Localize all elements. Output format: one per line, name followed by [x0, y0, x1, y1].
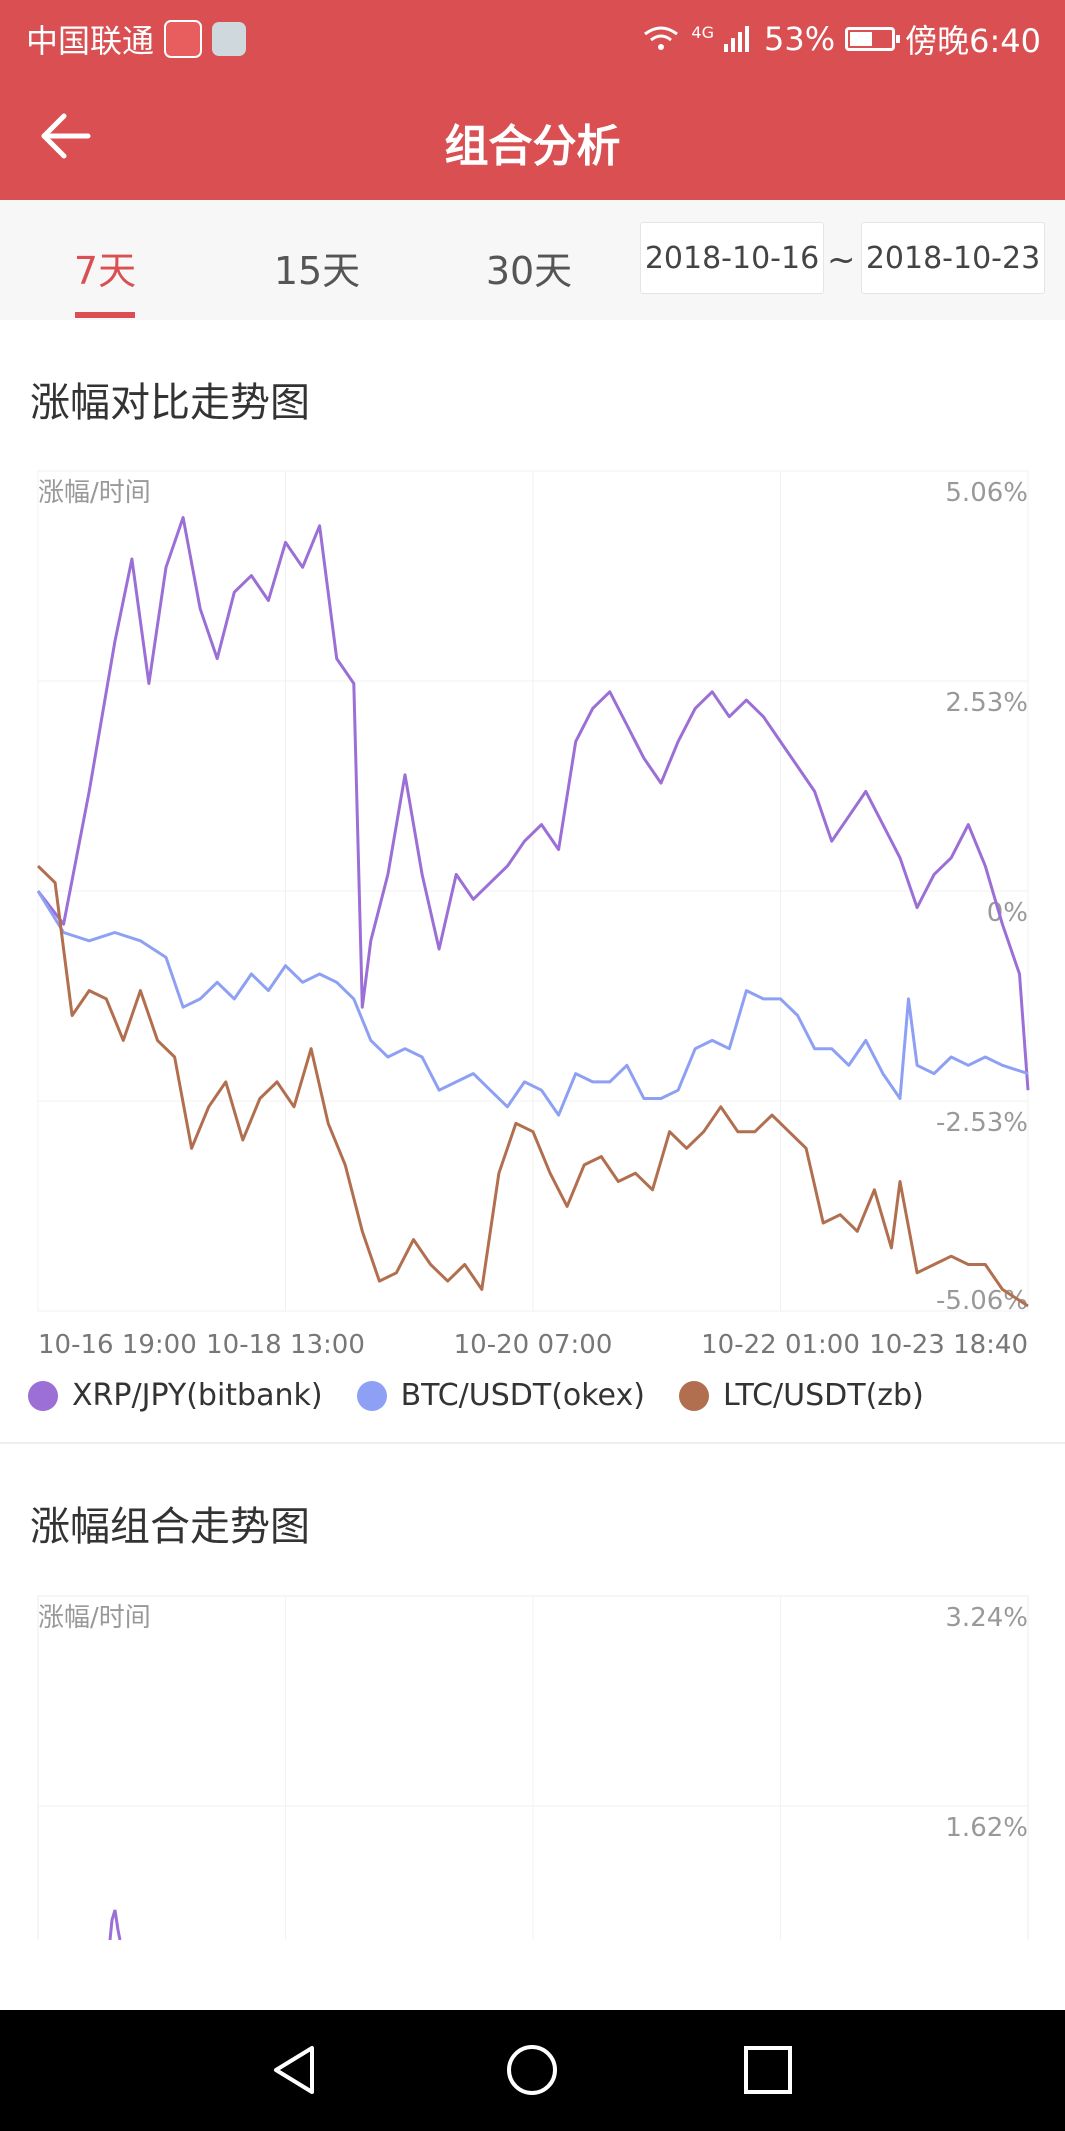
legend-dot-icon [678, 1380, 709, 1411]
section-divider [0, 1442, 1065, 1444]
comparison-chart-title: 涨幅对比走势图 [30, 380, 310, 426]
status-left: 中国联通 [26, 16, 247, 62]
x-tick-label: 10-20 07:00 [454, 1330, 613, 1355]
legend-item-xrp[interactable]: XRP/JPY(bitbank) [28, 1378, 323, 1413]
nav-recents-icon[interactable] [738, 2040, 798, 2100]
carrier-label: 中国联通 [26, 22, 155, 60]
legend-label: XRP/JPY(bitbank) [72, 1378, 323, 1413]
y-tick-label: 1.62% [945, 1813, 1028, 1843]
y-tick-label: -2.53% [936, 1108, 1028, 1138]
huawei-app-icon [164, 20, 203, 58]
status-right: 4G 53% 傍晚6:40 [641, 16, 1041, 62]
battery-percent: 53% [764, 20, 836, 58]
combination-line-chart[interactable]: 涨幅/时间 3.24% 1.62% [0, 1580, 1065, 1940]
comparison-line-chart[interactable]: 5.06% 2.53% 0% -2.53% -5.06% 涨幅/时间 10-16 19:00… [0, 455, 1065, 1355]
signal-icon [724, 26, 749, 52]
y-axis-label: 涨幅/时间 [38, 1603, 151, 1633]
x-tick-label: 10-16 19:00 [38, 1330, 197, 1355]
combination-chart-title: 涨幅组合走势图 [30, 1504, 310, 1550]
tab-15-days[interactable]: 15天 [273, 249, 361, 293]
series-line-partial [108, 1909, 122, 1940]
series-line-xrp [36, 516, 1030, 1091]
legend-dot-icon [28, 1380, 58, 1411]
period-tab-bar: 7天 15天 30天 2018-10-16 ~ 2018-10-23 [0, 200, 1065, 320]
nav-home-icon[interactable] [502, 2040, 562, 2100]
y-tick-label: -5.06% [936, 1286, 1028, 1316]
y-tick-label: 0% [987, 898, 1028, 928]
legend-dot-icon [356, 1380, 387, 1411]
x-tick-label: 10-18 13:00 [206, 1330, 365, 1355]
wifi-icon [644, 26, 679, 50]
active-tab-indicator [75, 312, 135, 318]
date-separator: ~ [827, 240, 856, 280]
legend-item-btc[interactable]: BTC/USDT(okex) [356, 1378, 645, 1413]
y-axis-label: 涨幅/时间 [38, 478, 151, 508]
legend-item-ltc[interactable]: LTC/USDT(zb) [678, 1378, 924, 1413]
back-arrow-icon[interactable] [36, 106, 96, 166]
system-nav-bar [0, 2010, 1065, 2131]
notification-app-icon [212, 22, 247, 56]
series-line-ltc [36, 865, 1029, 1308]
app-bar: 组合分析 [0, 72, 1065, 200]
battery-icon [845, 27, 901, 51]
end-date-picker[interactable]: 2018-10-23 [861, 222, 1045, 294]
tab-7-days[interactable]: 7天 [73, 249, 137, 293]
page-title: 组合分析 [444, 121, 621, 172]
tab-30-days[interactable]: 30天 [485, 249, 573, 293]
x-tick-label: 10-23 18:40 [869, 1330, 1028, 1355]
y-tick-label: 3.24% [945, 1603, 1028, 1633]
status-bar: 中国联通 4G 53% 傍晚6:40 [0, 0, 1065, 72]
status-time: 傍晚6:40 [905, 22, 1041, 60]
nav-back-icon[interactable] [266, 2040, 326, 2100]
chart-legend: XRP/JPY(bitbank) BTC/USDT(okex) LTC/USDT… [28, 1378, 958, 1413]
x-tick-label: 10-22 01:00 [701, 1330, 860, 1355]
legend-label: LTC/USDT(zb) [722, 1378, 924, 1413]
y-tick-label: 5.06% [945, 478, 1028, 508]
network-type: 4G [691, 22, 714, 42]
y-tick-label: 2.53% [945, 688, 1028, 718]
legend-label: BTC/USDT(okex) [400, 1378, 645, 1413]
start-date-picker[interactable]: 2018-10-16 [640, 222, 824, 294]
series-line-btc [36, 890, 1029, 1117]
